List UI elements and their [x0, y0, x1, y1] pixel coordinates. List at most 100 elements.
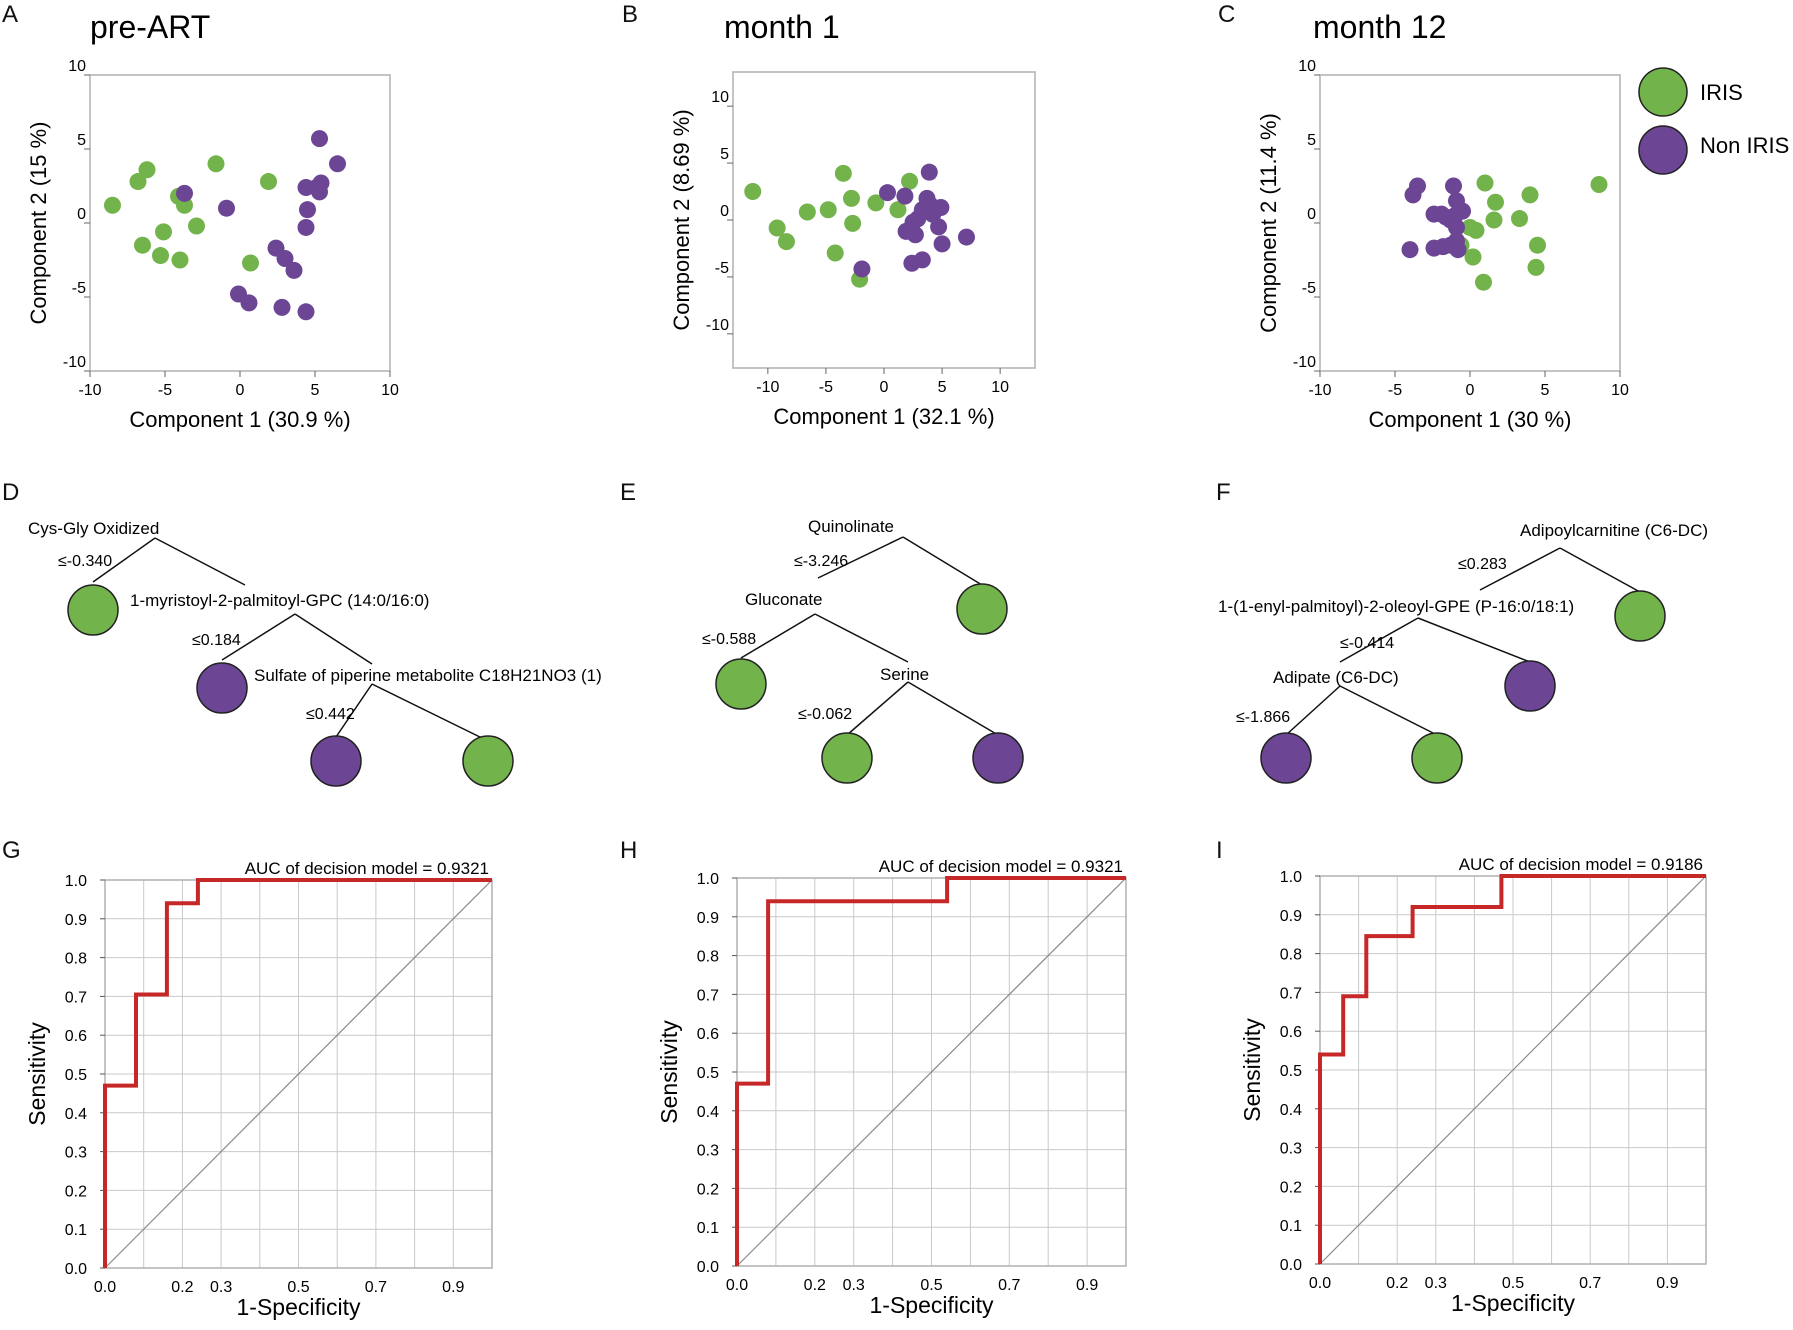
- x-tick-label: 0.5: [287, 1279, 309, 1296]
- x-tick-label: 0: [880, 379, 889, 396]
- scatter-point-non-iris: [240, 294, 258, 312]
- decision-tree-f: Adipoylcarnitine (C6-DC) ≤0.283 1-(1-eny…: [1218, 521, 1708, 784]
- y-tick-label: 0.9: [1280, 908, 1302, 925]
- x-tick-label: 0: [236, 382, 245, 399]
- scatter-point-non-iris: [285, 261, 303, 279]
- scatter-point-non-iris: [329, 155, 346, 173]
- tree-leaf: [1504, 660, 1556, 712]
- tree-leaf: [956, 583, 1008, 635]
- panel-label-e: E: [620, 479, 636, 506]
- x-tick-label: 0.3: [1425, 1275, 1447, 1292]
- x-tick-label: 0.3: [843, 1277, 865, 1294]
- roc-curve: [1318, 874, 1706, 1264]
- scatter-point-iris: [819, 201, 837, 219]
- y-tick-label: 0.8: [697, 949, 719, 966]
- panel-title: month 1: [724, 9, 840, 45]
- panel-label-g: G: [2, 837, 21, 864]
- scatter-point-non-iris: [906, 226, 924, 244]
- y-tick-label: 0.5: [697, 1065, 719, 1082]
- x-axis-label: 1-Specificity: [237, 1294, 361, 1320]
- scatter-point-iris: [744, 183, 762, 201]
- y-tick-label: 0.4: [697, 1104, 719, 1121]
- scatter-point-non-iris: [853, 260, 871, 278]
- x-tick-label: 0.5: [1502, 1275, 1524, 1292]
- x-axis-label: Component 1 (30.9 %): [129, 407, 350, 432]
- x-tick-label: 0.7: [365, 1279, 387, 1296]
- legend-label-non-iris: Non IRIS: [1700, 133, 1789, 158]
- x-tick-label: 0.3: [210, 1279, 232, 1296]
- tree-threshold: ≤-1.866: [1236, 709, 1290, 726]
- scatter-point-iris: [1487, 193, 1504, 211]
- x-tick-label: 0.0: [1309, 1275, 1331, 1292]
- tree-edge: [92, 537, 156, 583]
- tree-edge: [907, 681, 999, 736]
- scatter-point-non-iris: [1448, 218, 1465, 236]
- scatter-point-non-iris: [930, 218, 948, 236]
- x-tick-label: 10: [381, 382, 399, 399]
- tree-node-label: Adipoylcarnitine (C6-DC): [1520, 521, 1708, 540]
- scatter-point-iris: [1475, 273, 1492, 291]
- auc-annotation: AUC of decision model = 0.9186: [1459, 855, 1703, 874]
- tree-leaf: [67, 584, 119, 636]
- scatter-point-non-iris: [1404, 186, 1422, 204]
- scatter-point-non-iris: [913, 251, 931, 269]
- scatter-point-non-iris: [1445, 177, 1462, 195]
- y-tick-label: 0.9: [65, 912, 87, 929]
- decision-tree-d: Cys-Gly Oxidized ≤-0.340 1-myristoyl-2-p…: [28, 519, 602, 787]
- y-tick-label: 0.2: [697, 1181, 719, 1198]
- tree-edge: [154, 537, 246, 586]
- scatter-point-non-iris: [896, 187, 914, 205]
- scatter-point-iris: [176, 196, 193, 214]
- y-tick-label: 0: [1307, 206, 1316, 223]
- scatter-point-non-iris: [933, 235, 951, 253]
- x-tick-label: 0.5: [920, 1277, 942, 1294]
- scatter-point-iris: [207, 155, 225, 173]
- y-tick-label: -5: [1302, 280, 1316, 297]
- y-axis-label: Component 2 (11.4 %): [1256, 113, 1281, 333]
- y-tick-label: 0.6: [1280, 1024, 1302, 1041]
- tree-edge: [1285, 685, 1341, 736]
- scatter-point-non-iris: [176, 184, 193, 202]
- x-tick-label: 5: [938, 379, 947, 396]
- y-tick-label: 0.6: [65, 1028, 87, 1045]
- y-tick-label: 0.8: [65, 951, 87, 968]
- tree-node-label: Serine: [880, 665, 929, 684]
- scatter-point-non-iris: [1401, 241, 1419, 259]
- x-tick-label: 0.9: [1656, 1275, 1678, 1292]
- tree-node-label: Sulfate of piperine metabolite C18H21NO3…: [254, 666, 602, 685]
- x-tick-label: 0.2: [171, 1279, 193, 1296]
- x-tick-label: -10: [78, 382, 101, 399]
- tree-edge: [846, 681, 909, 736]
- y-tick-label: 1.0: [65, 873, 87, 890]
- y-axis-label: Sensitivity: [24, 1022, 50, 1126]
- tree-threshold: ≤-0.340: [58, 553, 112, 570]
- y-tick-label: 0.3: [65, 1145, 87, 1162]
- x-tick-label: 0.7: [998, 1277, 1020, 1294]
- y-tick-label: 0.0: [65, 1261, 87, 1278]
- scatter-point-iris: [171, 251, 189, 269]
- panel-letters: A B C D E F G H I: [2, 1, 1235, 864]
- y-axis-label: Component 2 (15 %): [26, 122, 51, 325]
- x-tick-label: 10: [1611, 382, 1629, 399]
- scatter-point-iris: [1527, 258, 1545, 276]
- tree-leaf: [462, 735, 514, 787]
- x-tick-label: -5: [158, 382, 172, 399]
- y-tick-label: -10: [1293, 354, 1316, 371]
- roc-curve: [735, 876, 1126, 1266]
- tree-edge: [371, 683, 487, 741]
- tree-threshold: ≤0.283: [1458, 556, 1507, 573]
- y-tick-label: 10: [1298, 58, 1316, 75]
- y-tick-label: 1.0: [697, 871, 719, 888]
- tree-leaf: [715, 658, 767, 710]
- tree-edge: [902, 536, 983, 586]
- tree-threshold: ≤-0.414: [1340, 635, 1394, 652]
- reference-diagonal: [736, 877, 1127, 1267]
- tree-leaf: [1614, 590, 1666, 642]
- scatter-point-iris: [1521, 186, 1539, 204]
- x-axis-label: Component 1 (30 %): [1369, 407, 1572, 432]
- reference-diagonal: [1319, 875, 1707, 1265]
- tree-node-label: 1-myristoyl-2-palmitoyl-GPC (14:0/16:0): [130, 591, 429, 610]
- plot-frame: [89, 74, 391, 372]
- tree-leaf: [310, 735, 362, 787]
